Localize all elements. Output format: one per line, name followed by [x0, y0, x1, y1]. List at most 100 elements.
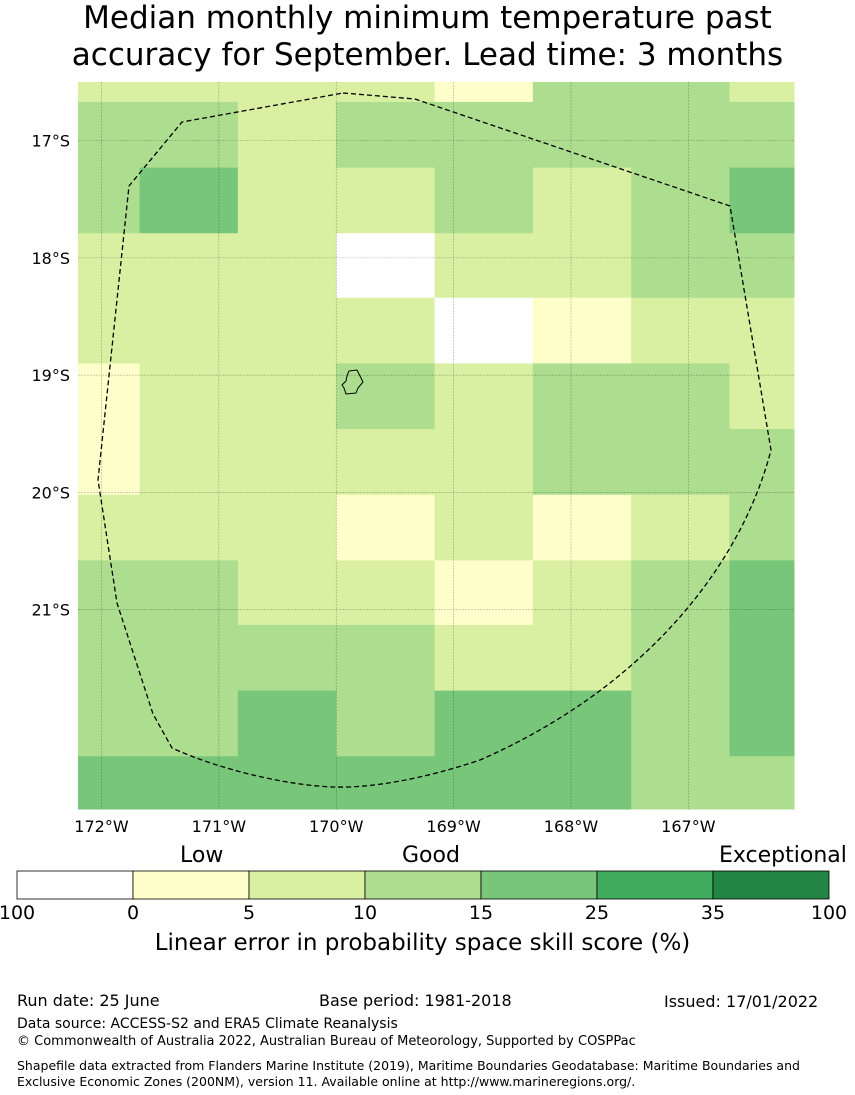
latitude-label: 17°S: [31, 132, 70, 151]
grid-cell: [78, 297, 141, 364]
latitude-label: 18°S: [31, 249, 70, 268]
colorbar-segment: [596, 870, 714, 900]
grid-cell: [139, 690, 239, 757]
latitude-label: 21°S: [31, 601, 70, 620]
skill-grid: [78, 82, 795, 810]
map-title: Median monthly minimum temperature past …: [0, 0, 855, 74]
grid-cell: [237, 429, 337, 496]
colorbar-tick-label: 35: [700, 902, 726, 924]
grid-cell: [729, 233, 795, 299]
grid-cell: [532, 167, 632, 234]
grid-cell: [631, 233, 730, 299]
colorbar-tick-label: 0: [126, 902, 140, 924]
grid-cell: [237, 624, 337, 692]
colorbar-tick-label: 25: [584, 902, 610, 924]
colorbar-title: Linear error in probability space skill …: [154, 930, 691, 956]
colorbar-segment: [364, 870, 482, 900]
longitude-label: 171°W: [192, 817, 247, 836]
colorbar-tick-label: 5: [242, 902, 256, 924]
grid-cell: [78, 560, 141, 626]
grid-cell: [336, 690, 436, 757]
graticule: [78, 82, 794, 809]
grid-cell: [631, 560, 730, 626]
longitude-label: 168°W: [544, 817, 599, 836]
grid-cell: [434, 756, 534, 810]
grid-cell: [532, 363, 632, 430]
grid-cell: [729, 82, 795, 103]
colorbar-segment: [16, 870, 134, 900]
grid-cell: [729, 101, 795, 169]
colorbar: [16, 870, 830, 900]
grid-cell: [139, 233, 239, 299]
longitude-label: 167°W: [661, 817, 716, 836]
grid-cell: [434, 363, 534, 430]
grid-cell: [237, 297, 337, 364]
grid-cell: [237, 82, 337, 103]
grid-cell: [139, 756, 239, 810]
grid-cell: [729, 624, 795, 692]
colorbar-tick-label: 100: [0, 902, 36, 924]
grid-cell: [532, 624, 632, 692]
grid-cell: [434, 624, 534, 692]
grid-cell: [78, 167, 141, 234]
colorbar-segment: [132, 870, 250, 900]
longitude-label: 169°W: [426, 817, 481, 836]
latitude-label: 19°S: [31, 366, 70, 385]
grid-cell: [78, 101, 141, 169]
grid-cell: [532, 297, 632, 364]
grid-cell: [532, 82, 632, 103]
grid-cell: [434, 82, 534, 103]
grid-cell: [336, 624, 436, 692]
grid-cell: [139, 167, 239, 234]
title-line-1: Median monthly minimum temperature past: [83, 0, 772, 36]
grid-cell: [434, 560, 534, 626]
latitude-labels: 17°S 18°S 19°S 20°S 21°S: [31, 132, 70, 620]
grid-cell: [139, 363, 239, 430]
grid-cell: [336, 756, 436, 810]
longitude-labels: 172°W 171°W 170°W 169°W 168°W 167°W: [74, 817, 715, 836]
colorbar-segment: [712, 870, 830, 900]
longitude-label: 170°W: [309, 817, 364, 836]
grid-cell: [237, 494, 337, 561]
grid-cell: [729, 756, 795, 810]
copyright: © Commonwealth of Australia 2022, Austra…: [17, 1034, 636, 1049]
grid-cell: [532, 756, 632, 810]
grid-cell: [336, 167, 436, 234]
title-line-2: accuracy for September. Lead time: 3 mon…: [71, 37, 784, 73]
grid-cell: [434, 494, 534, 561]
grid-cell: [139, 101, 239, 169]
grid-cell: [139, 494, 239, 561]
grid-cell: [631, 101, 730, 169]
grid-cell: [336, 233, 436, 299]
shapefile-credit: Shapefile data extracted from Flanders M…: [17, 1058, 800, 1089]
grid-cell: [237, 167, 337, 234]
grid-cell: [139, 624, 239, 692]
grid-cell: [729, 363, 795, 430]
grid-cell: [631, 429, 730, 496]
grid-cell: [336, 82, 436, 103]
grid-cell: [631, 494, 730, 561]
grid-cell: [532, 690, 632, 757]
latitude-label: 20°S: [31, 483, 70, 502]
grid-cell: [336, 363, 436, 430]
grid-cell: [729, 297, 795, 364]
colorbar-segment: [248, 870, 366, 900]
grid-cell: [631, 756, 730, 810]
grid-cell: [434, 297, 534, 364]
legend-category-good: Good: [402, 843, 460, 868]
grid-cell: [434, 429, 534, 496]
grid-cell: [532, 429, 632, 496]
grid-cell: [729, 167, 795, 234]
grid-cell: [434, 101, 534, 169]
legend-category-exceptional: Exceptional: [719, 843, 847, 868]
grid-cell: [237, 363, 337, 430]
grid-cell: [631, 624, 730, 692]
grid-cell: [237, 101, 337, 169]
colorbar-tick-label: 10: [352, 902, 378, 924]
grid-cell: [434, 233, 534, 299]
grid-cell: [78, 233, 141, 299]
grid-cell: [78, 624, 141, 692]
legend-category-low: Low: [180, 843, 224, 868]
colorbar-tick-label: 100: [810, 902, 848, 924]
